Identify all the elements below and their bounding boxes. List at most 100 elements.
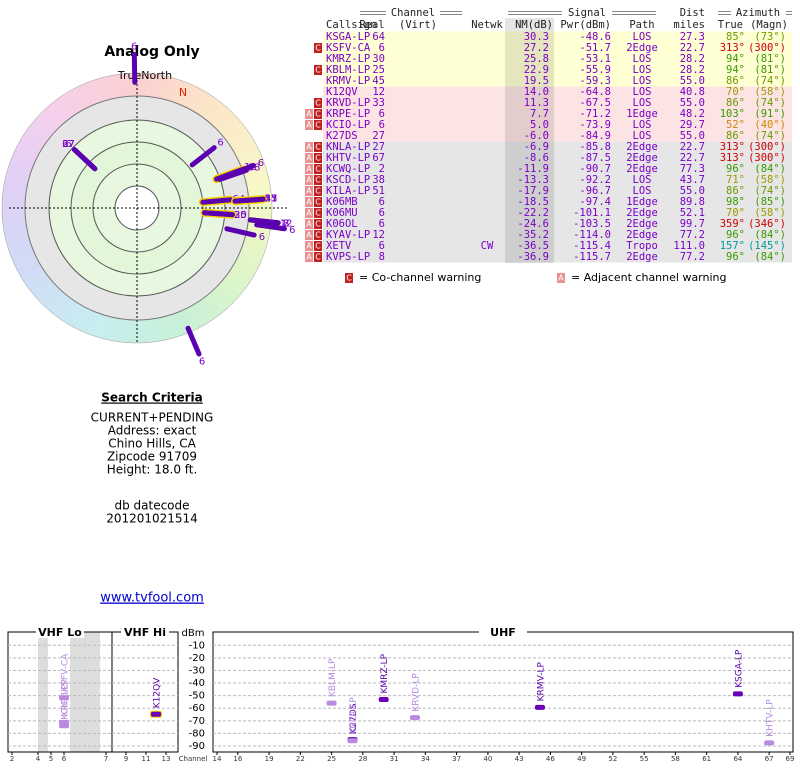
spectrum-mark-label: KSGA-LP xyxy=(734,649,744,688)
warning-letter: C xyxy=(315,154,321,163)
warning-icon xyxy=(305,219,313,229)
table-row xyxy=(323,130,792,142)
radar-mark xyxy=(200,197,234,205)
table-row xyxy=(323,119,792,131)
cell-nm: -6.0 xyxy=(524,130,549,142)
x-tick-label: 34 xyxy=(421,755,430,763)
cell-pwr: -96.7 xyxy=(579,185,611,197)
cell-real: 8 xyxy=(379,251,385,263)
warning-icon xyxy=(314,109,322,119)
cell-pwr: -51.7 xyxy=(579,42,611,54)
cell-path: LOS xyxy=(633,174,652,186)
cell-true: 313° xyxy=(720,141,745,153)
warning-icon xyxy=(305,164,313,174)
spectrum-mark-label: KRVD-LP xyxy=(411,673,421,712)
radar-mark xyxy=(185,325,202,357)
spectrum-mark xyxy=(534,704,545,710)
cell-magn: (74°) xyxy=(754,185,786,197)
warning-icon xyxy=(314,153,322,163)
table-row xyxy=(323,218,792,230)
cell-nm: 5.0 xyxy=(530,119,549,131)
cell-magn: (73°) xyxy=(754,31,786,43)
warning-icon xyxy=(314,120,322,130)
x-tick-label: 22 xyxy=(296,755,305,763)
table-header: (Virt) xyxy=(399,19,437,31)
cell-magn: (145°) xyxy=(748,240,786,252)
x-tick-label: 43 xyxy=(515,755,524,763)
warning-letter: C xyxy=(315,231,321,240)
cell-pwr: -85.8 xyxy=(579,141,611,153)
panel-label-bg xyxy=(36,626,84,638)
cell-dist: 55.0 xyxy=(680,185,705,197)
table-row xyxy=(323,31,792,43)
radar-mark-label: 33 xyxy=(265,194,278,205)
cell-pwr: -53.1 xyxy=(579,53,611,65)
warning-letter: A xyxy=(306,154,312,163)
y-axis-unit: dBm xyxy=(182,628,205,639)
x-tick-label: 58 xyxy=(671,755,680,763)
cell-path: LOS xyxy=(633,185,652,197)
cell-callsign: KRMV-LP xyxy=(326,75,370,87)
cell-pwr: -115.4 xyxy=(573,240,611,252)
table-row xyxy=(323,185,792,197)
radar-mark-label: 27 xyxy=(265,194,278,205)
warning-icon xyxy=(305,241,313,251)
cell-magn: (91°) xyxy=(754,108,786,120)
cell-magn: (58°) xyxy=(754,86,786,98)
cell-true: 98° xyxy=(726,196,745,208)
warning-icon xyxy=(305,109,313,119)
cell-real: 67 xyxy=(372,152,385,164)
cell-path: 2Edge xyxy=(626,42,658,54)
cell-dist: 43.7 xyxy=(680,174,705,186)
cell-real: 12 xyxy=(372,229,385,241)
cell-real: 51 xyxy=(372,185,385,197)
warning-letter: C xyxy=(315,66,321,75)
cell-true: 94° xyxy=(726,53,745,65)
cell-real: 6 xyxy=(379,196,385,208)
table-header: Callsign xyxy=(326,19,377,31)
spectrum-mark-label: KMRZ-LP xyxy=(380,653,390,693)
warning-letter: A xyxy=(306,187,312,196)
x-tick-label: 7 xyxy=(104,755,108,763)
warning-icon xyxy=(314,142,322,152)
x-tick-label: 31 xyxy=(390,755,399,763)
cell-path: 2Edge xyxy=(626,141,658,153)
site-link[interactable]: www.tvfool.com xyxy=(100,591,204,606)
search-line: Zipcode 91709 xyxy=(107,450,197,464)
cell-dist: 29.7 xyxy=(680,119,705,131)
x-tick-label: 19 xyxy=(265,755,274,763)
cell-true: 70° xyxy=(726,86,745,98)
warning-icon xyxy=(305,252,313,262)
cell-pwr: -115.7 xyxy=(573,251,611,263)
cell-real: 6 xyxy=(379,218,385,230)
cell-nm: 19.5 xyxy=(524,75,549,87)
cell-dist: 77.3 xyxy=(680,163,705,175)
warning-icon xyxy=(314,230,322,240)
table-row xyxy=(323,152,792,164)
cell-dist: 77.2 xyxy=(680,251,705,263)
warning-icon xyxy=(314,219,322,229)
table-header: Dist xyxy=(680,7,705,19)
cell-real: 25 xyxy=(372,64,385,76)
cell-true: 103° xyxy=(720,108,745,120)
cell-magn: (81°) xyxy=(754,64,786,76)
warning-letter: C xyxy=(315,253,321,262)
cell-dist: 111.0 xyxy=(673,240,705,252)
cell-pwr: -48.6 xyxy=(579,31,611,43)
datecode-label: db datecode xyxy=(114,499,189,513)
x-tick-label: 25 xyxy=(327,755,336,763)
radar-mark xyxy=(232,196,266,204)
warning-letter: A xyxy=(306,242,312,251)
y-tick-label: -60 xyxy=(189,703,205,714)
cell-magn: (300°) xyxy=(748,141,786,153)
warning-letter: C xyxy=(315,220,321,229)
cell-path: Tropo xyxy=(626,240,658,252)
cell-dist: 52.1 xyxy=(680,207,705,219)
cell-dist: 22.7 xyxy=(680,42,705,54)
table-header: True xyxy=(718,19,743,31)
cell-dist: 89.8 xyxy=(680,196,705,208)
spectrum-mark xyxy=(732,691,743,697)
cell-callsign: KSCD-LP xyxy=(326,174,370,186)
cell-true: 70° xyxy=(726,207,745,219)
cell-magn: (74°) xyxy=(754,130,786,142)
